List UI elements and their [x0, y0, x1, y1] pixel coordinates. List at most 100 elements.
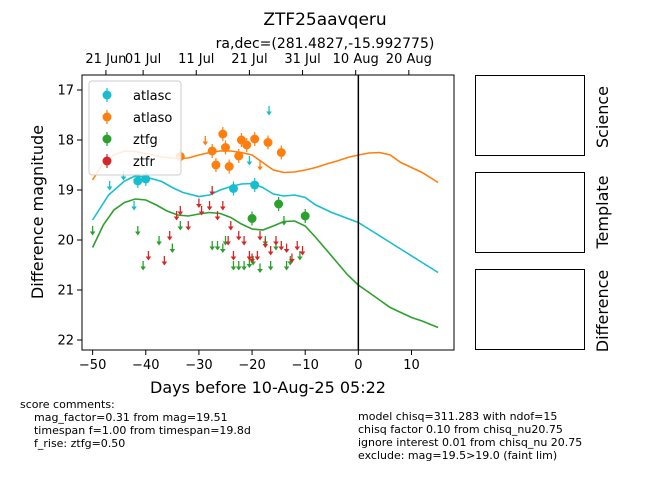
top-tick-label: 10 Aug — [333, 52, 379, 67]
upper-limit-ztfg — [267, 261, 274, 271]
detection-atlaso — [263, 135, 273, 150]
upper-limit-atlasc — [106, 181, 113, 191]
legend-entry-atlaso: atlaso — [102, 110, 172, 126]
upper-limit-ztfr — [166, 231, 173, 241]
x-tick-label: −40 — [132, 358, 159, 373]
model-curve-atlasc — [91, 175, 439, 274]
detection-atlaso — [242, 138, 252, 152]
upper-limit-ztfg — [241, 261, 247, 271]
upper-limit-ztfr — [145, 251, 152, 261]
upper-limit-ztfg — [297, 251, 303, 261]
x-tick-label: −30 — [185, 358, 212, 373]
detection-ztfg — [300, 209, 310, 223]
plot-frame — [81, 74, 455, 351]
upper-limit-ztfr — [289, 253, 295, 263]
plot-area — [89, 75, 439, 350]
x-tick-label: −20 — [238, 358, 265, 373]
legend-label: ztfg — [133, 133, 158, 148]
upper-limit-atlaso — [202, 136, 209, 146]
upper-limit-ztfr — [196, 198, 202, 208]
y-axis-label: Difference magnitude — [28, 125, 47, 299]
x-tick-label: 0 — [354, 358, 362, 373]
upper-limit-ztfr — [214, 211, 221, 221]
detection-atlasc — [133, 174, 143, 188]
model-curve-ztfg — [91, 198, 439, 329]
legend-label: ztfr — [133, 155, 155, 170]
legend-entry-atlasc: atlasc — [102, 88, 172, 104]
upper-limit-ztfr — [262, 238, 269, 248]
upper-limit-ztfr — [299, 246, 306, 256]
chart-title: ZTF25aavqeru — [263, 10, 386, 30]
upper-limit-atlasc — [266, 106, 272, 116]
detection-atlaso — [234, 149, 244, 163]
upper-limit-ztfr — [220, 201, 226, 211]
upper-limit-ztfg — [214, 241, 221, 251]
upper-limit-ztfg — [89, 226, 96, 236]
upper-limit-ztfr — [283, 243, 290, 253]
upper-limit-ztfr — [177, 206, 184, 216]
upper-limit-ztfg — [209, 241, 215, 251]
y-tick-label: 18 — [57, 134, 74, 149]
upper-limit-ztfg — [257, 263, 263, 273]
top-tick-label: 31 Jul — [284, 52, 320, 67]
x-axis-label: Days before 10-Aug-25 05:22 — [150, 378, 386, 397]
upper-limit-ztfg — [140, 261, 146, 271]
y-tick-label: 22 — [57, 334, 74, 349]
top-tick-label: 21 Jul — [231, 52, 267, 67]
upper-limit-ztfg — [169, 243, 176, 253]
x-tick-label: −10 — [291, 358, 318, 373]
upper-limit-ztfg — [177, 221, 184, 231]
detection-atlaso — [220, 140, 230, 155]
top-tick-label: 01 Jul — [125, 52, 161, 67]
upper-limit-ztfg — [281, 216, 287, 226]
legend-entry-ztfr: ztfr — [102, 154, 155, 170]
upper-limit-ztfg — [135, 226, 141, 236]
legend-label: atlaso — [133, 111, 172, 126]
upper-limit-atlasc — [131, 201, 137, 211]
y-tick-label: 20 — [57, 234, 74, 249]
detection-ztfg — [274, 197, 284, 211]
upper-limit-ztfg — [156, 236, 162, 246]
upper-limit-ztfr — [228, 221, 234, 231]
detection-atlaso — [211, 158, 221, 172]
upper-limit-atlasc — [246, 156, 253, 166]
score-comments: score comments: mag_factor=0.31 from mag… — [20, 398, 251, 450]
upper-limit-ztfr — [254, 251, 261, 261]
y-tick-label: 19 — [57, 184, 74, 199]
chart-subtitle: ra,dec=(281.4827,-15.992775) — [216, 36, 435, 52]
difference-image-panel — [475, 269, 585, 350]
upper-limit-ztfr — [267, 246, 274, 256]
legend-entry-ztfg: ztfg — [102, 132, 158, 148]
detection-atlaso — [276, 145, 286, 160]
science-image-panel — [475, 75, 585, 156]
detection-atlaso — [218, 127, 228, 141]
upper-limit-ztfr — [273, 236, 279, 246]
top-tick-label: 21 Jun — [85, 52, 126, 67]
upper-limit-ztfr — [225, 236, 231, 246]
top-tick-label: 20 Aug — [386, 52, 432, 67]
top-tick-label: 11 Jul — [178, 52, 214, 67]
detection-atlasc — [250, 178, 260, 192]
upper-limit-ztfr — [161, 256, 168, 266]
y-tick-label: 21 — [57, 284, 74, 299]
upper-limit-ztfr — [249, 253, 255, 263]
x-tick-label: −50 — [79, 358, 106, 373]
legend-label: atlasc — [133, 89, 172, 104]
upper-limit-ztfr — [206, 201, 213, 211]
upper-limit-ztfr — [209, 186, 215, 196]
upper-limit-atlaso — [257, 161, 263, 171]
template-label: Template — [593, 175, 612, 249]
detection-atlaso — [224, 159, 234, 174]
detection-atlasc — [228, 181, 238, 196]
upper-limit-ztfr — [230, 251, 237, 261]
y-tick-label: 17 — [57, 84, 74, 99]
upper-limit-ztfr — [185, 221, 192, 231]
upper-limit-ztfr — [294, 241, 301, 251]
upper-limit-ztfg — [283, 261, 290, 271]
x-tick-label: 10 — [403, 358, 420, 373]
upper-limit-ztfg — [220, 243, 226, 253]
upper-limit-ztfr — [235, 231, 242, 241]
upper-limit-ztfr — [173, 211, 180, 221]
detection-ztfg — [247, 211, 257, 226]
